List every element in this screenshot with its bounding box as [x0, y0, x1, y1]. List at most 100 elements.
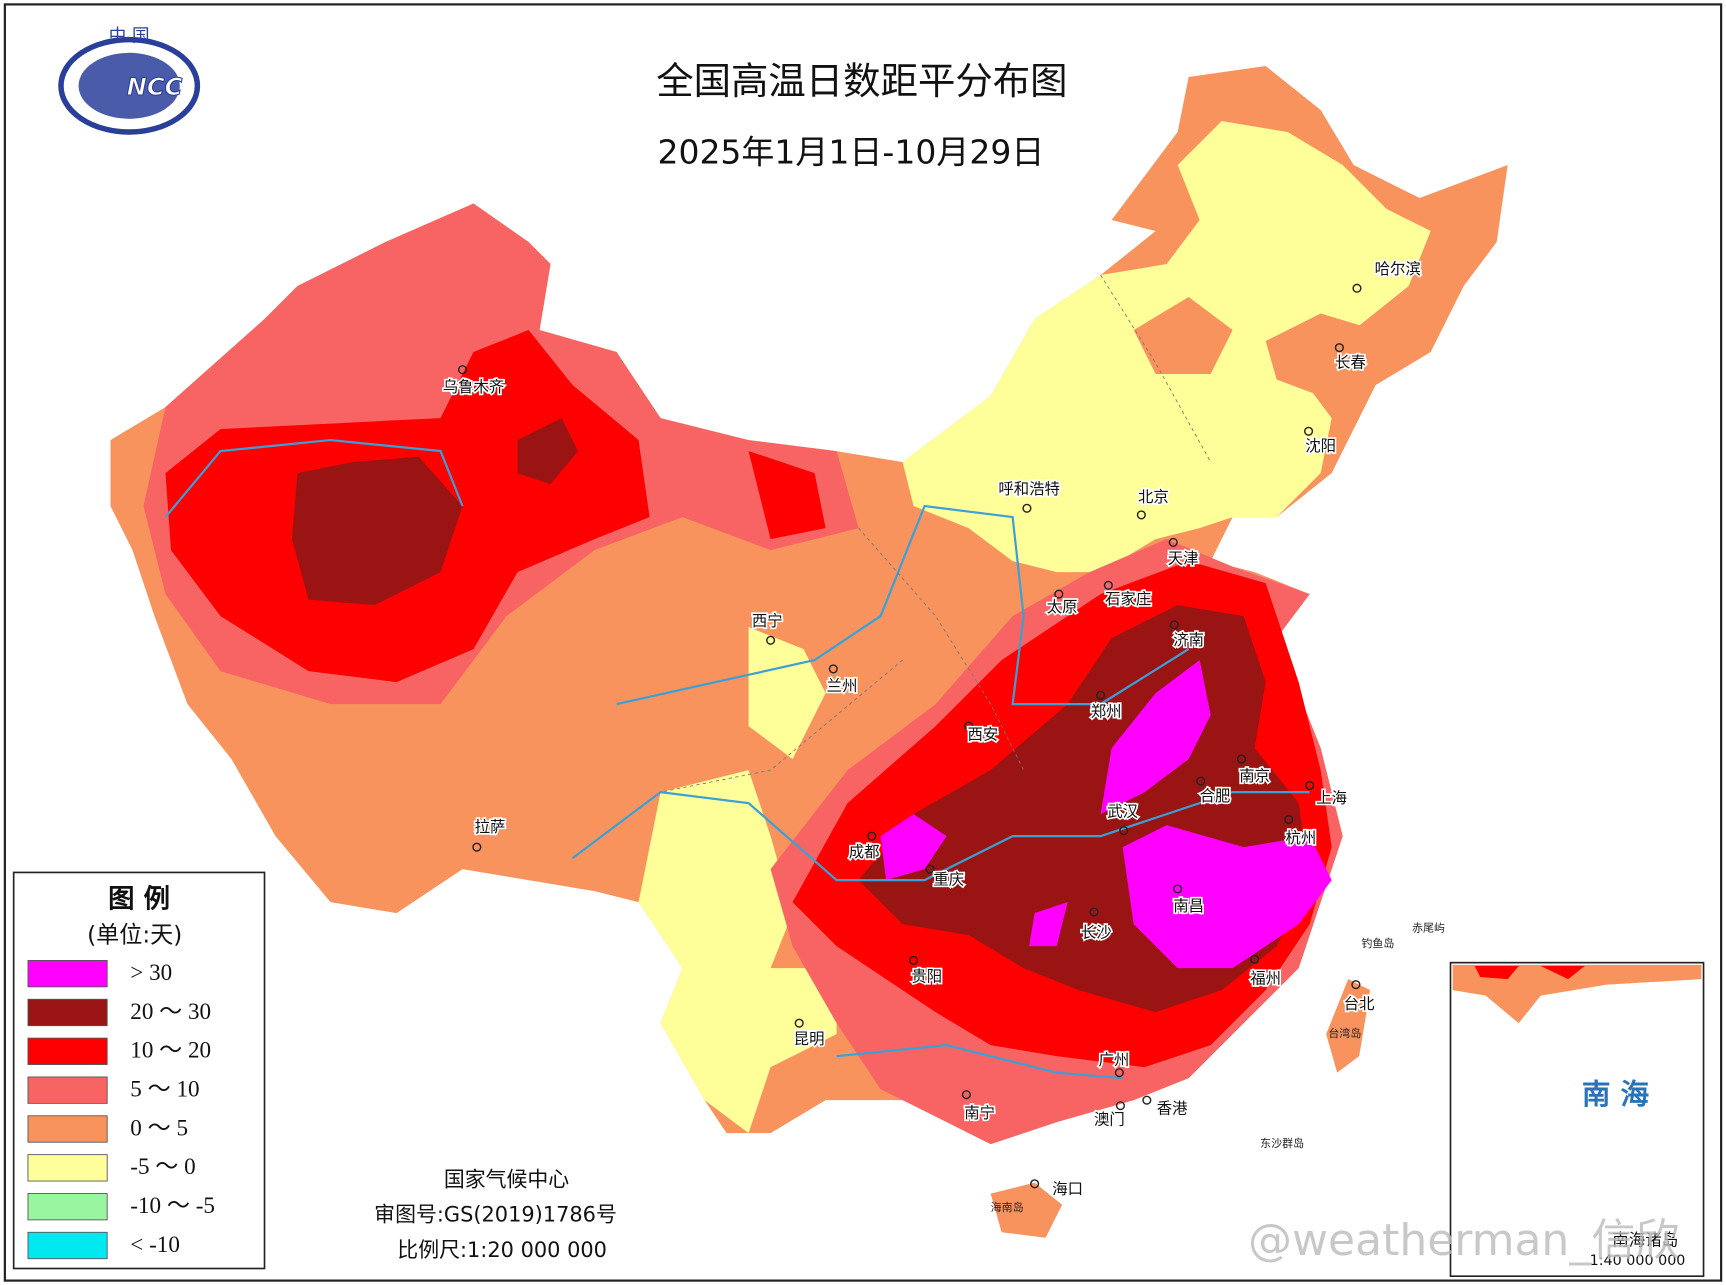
city-marker [1119, 826, 1129, 836]
city-marker [1284, 815, 1294, 825]
legend-swatch [27, 1037, 108, 1065]
city-marker [1250, 954, 1260, 964]
city-label: 天津 [1168, 549, 1199, 567]
city-marker [925, 864, 935, 874]
city-marker [1352, 283, 1362, 293]
city-marker [1236, 754, 1247, 764]
legend-swatch [27, 1193, 108, 1221]
island-label: 台湾岛 [1328, 1026, 1361, 1040]
map-regions [110, 66, 1508, 1238]
subtitle: 2025年1月1日-10月29日 [657, 133, 1044, 172]
city-marker [1103, 580, 1113, 590]
city-marker [867, 831, 877, 841]
island-label: 赤尾屿 [1412, 922, 1445, 935]
city-label: 沈阳 [1305, 437, 1336, 455]
river-yangtze [571, 790, 1310, 882]
city-label: 澳门 [1094, 1110, 1125, 1128]
city-label: 呼和浩特 [998, 480, 1060, 498]
legend: 图 例 (单位:天) > 30 20 ～ 30 10 ～ 20 5 ～ 10 0 ～ 5… [12, 871, 266, 1270]
city-label: 郑州 [1091, 702, 1122, 720]
city-label: 拉萨 [475, 818, 506, 836]
city-marker [828, 664, 838, 674]
legend-label: < -10 [130, 1231, 180, 1257]
title: 全国高温日数距平分布图 [656, 59, 1067, 103]
inset-coast [1452, 964, 1702, 1024]
island-label: 海南岛 [991, 1200, 1024, 1214]
city-label: 杭州 [1285, 829, 1316, 847]
legend-label: 0 ～ 5 [130, 1114, 188, 1140]
city-label: 武汉 [1107, 802, 1138, 820]
city-label: 福州 [1250, 970, 1281, 988]
city-marker [1096, 690, 1106, 700]
province-border [660, 274, 1212, 793]
city-marker [1030, 1179, 1040, 1189]
region-warm-northeast [1133, 297, 1376, 397]
city-marker [1305, 780, 1315, 791]
legend-unit: (单位:天) [87, 923, 182, 949]
inset-label: 南海诸岛 [1612, 1230, 1678, 1249]
city-label: 乌鲁木齐 [443, 378, 505, 396]
legend-label: -5 ～ 0 [130, 1153, 195, 1179]
city-marker [909, 955, 919, 966]
logo-globe [78, 52, 180, 119]
city-label: 长沙 [1081, 923, 1112, 941]
city-label: 合肥 [1200, 787, 1231, 805]
logo-ring [58, 36, 201, 135]
legend-label: 20 ～ 30 [130, 998, 211, 1024]
city-label: 上海 [1316, 789, 1347, 807]
inset-scale: 1:40 000 000 [1590, 1253, 1686, 1269]
legend-label: 5 ～ 10 [130, 1076, 199, 1102]
city-marker [457, 365, 468, 375]
region-yellow-southwest [638, 627, 837, 1134]
watermark: @weatherman_信欣 [1248, 1215, 1679, 1266]
city-marker [1304, 426, 1314, 436]
city-label: 西宁 [752, 612, 783, 630]
island-label: 东沙群岛 [1260, 1136, 1304, 1150]
city-label: 昆明 [794, 1030, 825, 1048]
city-marker [1114, 1068, 1124, 1078]
city-marker [1142, 1095, 1152, 1105]
river-pearl [836, 1044, 1123, 1080]
city-label: 重庆 [933, 871, 964, 889]
island-taiwan [1326, 979, 1371, 1073]
region-over-30 [880, 660, 1332, 969]
region-20-30-xinjiang [292, 418, 579, 606]
city-label: 哈尔滨 [1375, 260, 1421, 278]
city-label: 南京 [1239, 767, 1270, 785]
city-marker [472, 842, 482, 852]
city-label: 台北 [1344, 995, 1375, 1013]
footer-scale: 比例尺:1:20 000 000 [397, 1238, 607, 1262]
city-label: 海口 [1052, 1180, 1083, 1198]
rivers [164, 274, 1310, 1080]
footer-org: 国家气候中心 [444, 1167, 569, 1191]
city-label: 西安 [968, 725, 999, 743]
inset-coast-red [1474, 965, 1585, 980]
river-tarim [164, 438, 464, 518]
city-marker [1089, 907, 1099, 917]
city-label: 长春 [1335, 354, 1366, 372]
island-hainan [990, 1182, 1063, 1238]
city-label: 北京 [1138, 488, 1169, 506]
city-marker [1168, 537, 1178, 547]
city-marker [1334, 343, 1344, 353]
legend-label: > 30 [130, 959, 172, 985]
city-label: 南昌 [1173, 897, 1204, 915]
city-label: 济南 [1173, 631, 1204, 649]
legend-swatch [27, 1076, 108, 1104]
city-marker [1054, 589, 1064, 599]
city-marker [1351, 980, 1361, 990]
logo-top: 中 国 [109, 26, 150, 46]
island-label: 钓鱼岛 [1361, 936, 1394, 950]
inset-sea: 南 海 [1582, 1077, 1650, 1111]
legend-swatch [27, 960, 108, 988]
city-marker [964, 721, 974, 731]
city-label: 太原 [1047, 598, 1078, 616]
footer-approval: 审图号:GS(2019)1786号 [374, 1203, 617, 1227]
river-yellow [616, 504, 1190, 706]
legend-label: 10 ～ 20 [130, 1037, 211, 1063]
city-marker [1022, 503, 1032, 513]
city-label: 成都 [849, 843, 880, 861]
